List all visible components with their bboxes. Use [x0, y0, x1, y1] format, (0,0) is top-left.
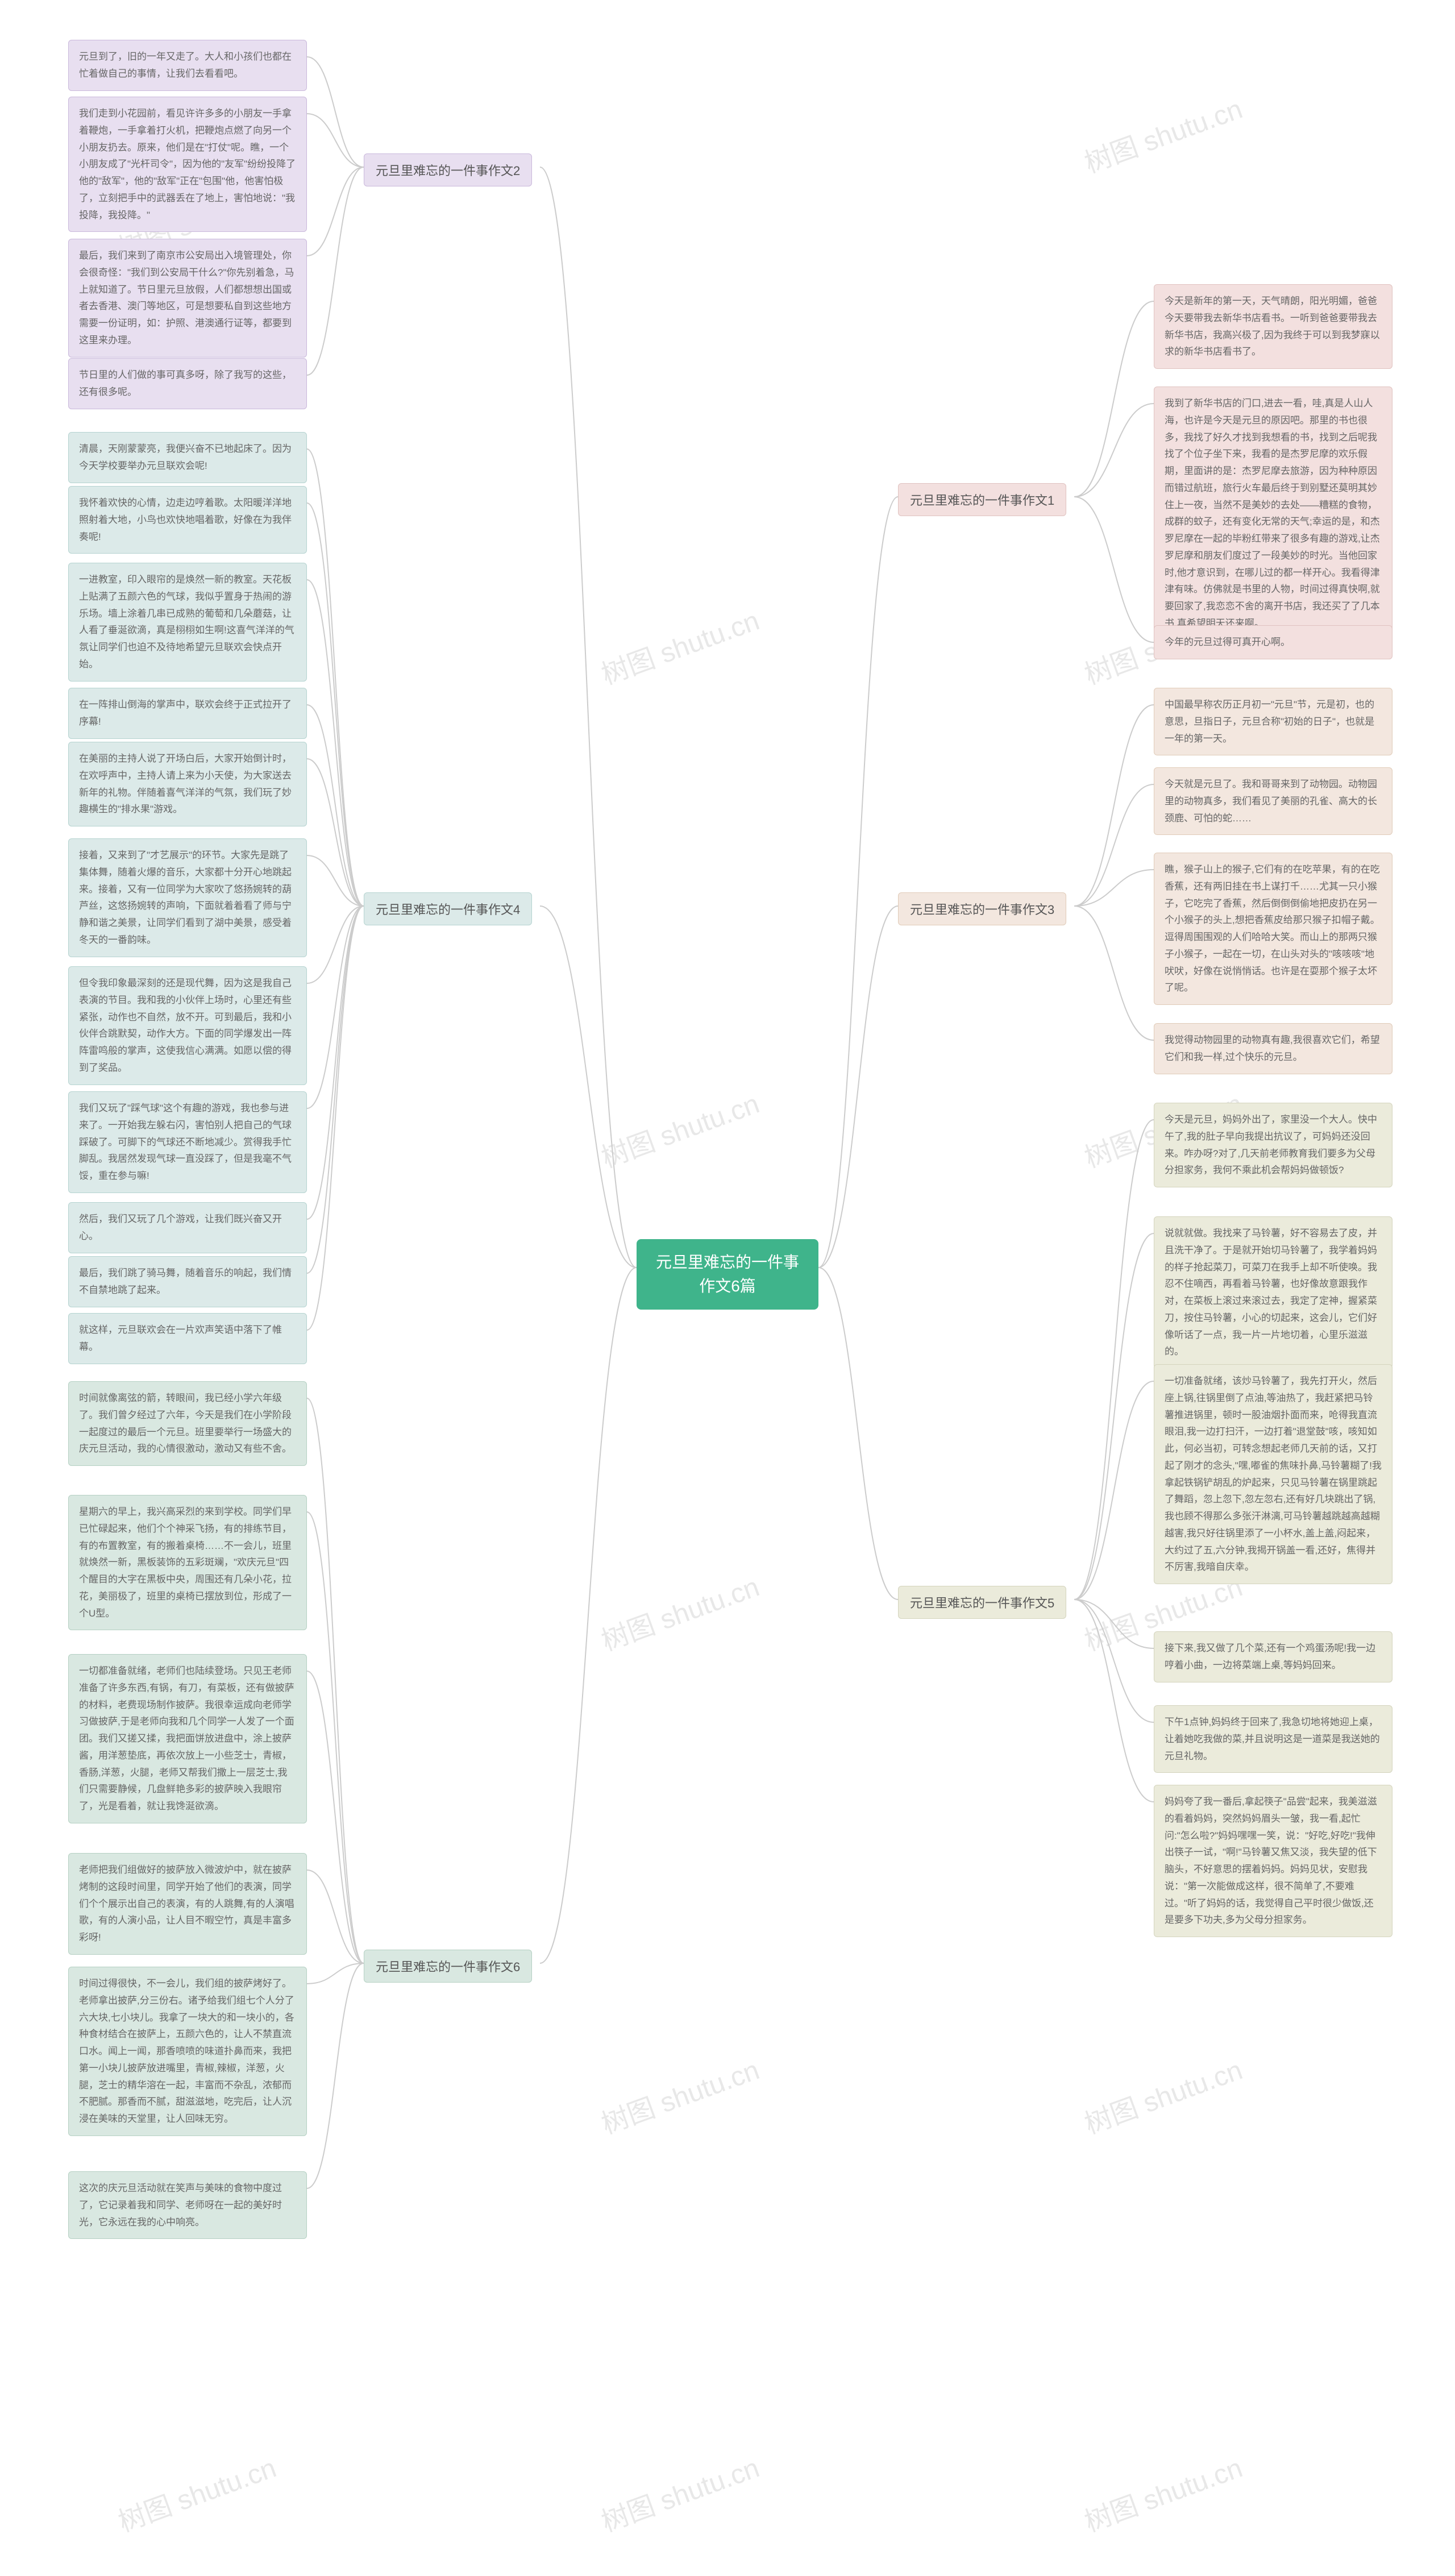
watermark: 树图 shutu.cn	[112, 2445, 281, 2539]
leaf-node: 今天就是元旦了。我和哥哥来到了动物园。动物园里的动物真多，我们看见了美丽的孔雀、…	[1154, 767, 1392, 835]
leaf-node: 中国最早称农历正月初一"元旦"节，元是初，也的意思，旦指日子，元旦合称"初始的日…	[1154, 688, 1392, 755]
leaf-node: 节日里的人们做的事可真多呀，除了我写的这些，还有很多呢。	[68, 358, 307, 409]
leaf-node: 接着，又来到了"才艺展示"的环节。大家先是跳了集体舞，随着火爆的音乐，大家都十分…	[68, 838, 307, 957]
branch-label: 元旦里难忘的一件事作文1	[898, 483, 1066, 516]
leaf-node: 瞧，猴子山上的猴子,它们有的在吃苹果，有的在吃香蕉，还有两旧挂在书上谋打千……尤…	[1154, 853, 1392, 1005]
watermark: 树图 shutu.cn	[595, 2047, 764, 2141]
leaf-node: 时间就像离弦的箭，转眼间，我已经小学六年级了。我们曾夕经过了六年，今天是我们在小…	[68, 1381, 307, 1466]
watermark: 树图 shutu.cn	[1078, 2047, 1247, 2141]
watermark: 树图 shutu.cn	[595, 1564, 764, 1658]
branch-label: 元旦里难忘的一件事作文6	[364, 1950, 532, 1983]
leaf-node: 说就就做。我找来了马铃薯，好不容易去了皮，并且洗干净了。于是就开始切马铃薯了，我…	[1154, 1216, 1392, 1369]
leaf-node: 今年的元旦过得可真开心啊。	[1154, 625, 1392, 659]
leaf-node: 元旦到了，旧的一年又走了。大人和小孩们也都在忙着做自己的事情，让我们去看看吧。	[68, 40, 307, 91]
leaf-node: 清晨，天刚蒙蒙亮，我便兴奋不已地起床了。因为今天学校要举办元旦联欢会呢!	[68, 432, 307, 483]
leaf-node: 我们走到小花园前，看见许许多多的小朋友一手拿着鞭炮，一手拿着打火机，把鞭炮点燃了…	[68, 97, 307, 232]
leaf-node: 我怀着欢快的心情，边走边哼着歌。太阳暖洋洋地照射着大地，小鸟也欢快地唱着歌，好像…	[68, 486, 307, 554]
leaf-node: 时间过得很快，不一会儿，我们组的披萨烤好了。老师拿出披萨,分三份右。诸予给我们组…	[68, 1967, 307, 2136]
branch-label: 元旦里难忘的一件事作文2	[364, 153, 532, 186]
watermark: 树图 shutu.cn	[1078, 86, 1247, 180]
leaf-node: 我们又玩了"踩气球"这个有趣的游戏，我也参与进来了。一开始我左躲右闪，害怕别人把…	[68, 1091, 307, 1193]
watermark: 树图 shutu.cn	[595, 598, 764, 692]
watermark: 树图 shutu.cn	[595, 1081, 764, 1175]
leaf-node: 我觉得动物园里的动物真有趣,我很喜欢它们，希望它们和我一样,过个快乐的元旦。	[1154, 1023, 1392, 1074]
branch-label: 元旦里难忘的一件事作文3	[898, 892, 1066, 925]
leaf-node: 最后，我们来到了南京市公安局出入境管理处，你会很奇怪："我们到公安局干什么?"你…	[68, 239, 307, 358]
watermark: 树图 shutu.cn	[595, 2445, 764, 2539]
leaf-node: 但令我印象最深刻的还是现代舞，因为这是我自己表演的节目。我和我的小伙伴上场时，心…	[68, 966, 307, 1085]
leaf-node: 我到了新华书店的门口,进去一看，哇,真是人山人海，也许是今天是元旦的原因吧。那里…	[1154, 387, 1392, 641]
branch-label: 元旦里难忘的一件事作文4	[364, 892, 532, 925]
leaf-node: 老师把我们组做好的披萨放入微波炉中，就在披萨烤制的这段时间里，同学开始了他们的表…	[68, 1853, 307, 1955]
leaf-node: 在美丽的主持人说了开场白后，大家开始倒计时，在欢呼声中，主持人请上来为小天使，为…	[68, 742, 307, 826]
leaf-node: 接下来,我又做了几个菜,还有一个鸡蛋汤呢!我一边哼着小曲，一边将菜端上桌,等妈妈…	[1154, 1631, 1392, 1682]
leaf-node: 在一阵排山倒海的掌声中，联欢会终于正式拉开了序幕!	[68, 688, 307, 739]
leaf-node: 星期六的早上，我兴高采烈的来到学校。同学们早已忙碌起来，他们个个神采飞扬，有的排…	[68, 1495, 307, 1630]
leaf-node: 今天是元旦，妈妈外出了，家里没一个大人。快中午了,我的肚子早向我提出抗议了，可妈…	[1154, 1103, 1392, 1187]
mindmap-canvas: 树图 shutu.cn 树图 shutu.cn 树图 shutu.cn 树图 shut…	[0, 0, 1455, 2576]
center-node: 元旦里难忘的一件事作文6篇	[637, 1239, 818, 1310]
watermark: 树图 shutu.cn	[1078, 2445, 1247, 2539]
leaf-node: 今天是新年的第一天，天气晴朗，阳光明媚，爸爸今天要带我去新华书店看书。一听到爸爸…	[1154, 284, 1392, 369]
leaf-node: 最后，我们跳了骑马舞，随着音乐的响起，我们情不自禁地跳了起来。	[68, 1256, 307, 1307]
leaf-node: 就这样，元旦联欢会在一片欢声笑语中落下了帷幕。	[68, 1313, 307, 1364]
leaf-node: 这次的庆元旦活动就在笑声与美味的食物中度过了，它记录着我和同学、老师呀在一起的美…	[68, 2171, 307, 2239]
leaf-node: 下午1点钟,妈妈终于回来了,我急切地将她迎上桌，让着她吃我做的菜,并且说明这是一…	[1154, 1705, 1392, 1773]
leaf-node: 然后，我们又玩了几个游戏，让我们既兴奋又开心。	[68, 1202, 307, 1253]
branch-label: 元旦里难忘的一件事作文5	[898, 1586, 1066, 1619]
leaf-node: 妈妈夸了我一番后,拿起筷子"品尝"起来，我美滋滋的看着妈妈，突然妈妈眉头一皱，我…	[1154, 1785, 1392, 1937]
leaf-node: 一进教室，印入眼帘的是焕然一新的教室。天花板上贴满了五颜六色的气球，我似乎置身于…	[68, 563, 307, 682]
leaf-node: 一切准备就绪，该炒马铃薯了，我先打开火，然后座上锅,往锅里倒了点油,等油热了，我…	[1154, 1364, 1392, 1584]
leaf-node: 一切都准备就绪，老师们也陆续登场。只见王老师准备了许多东西,有锅，有刀，有菜板，…	[68, 1654, 307, 1823]
